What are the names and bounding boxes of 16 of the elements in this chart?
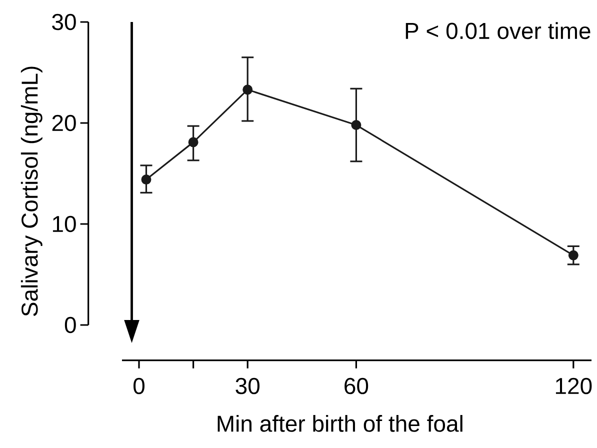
- annotation: P < 0.01 over time: [406, 22, 590, 40]
- point: [568, 250, 578, 260]
- point: [141, 174, 152, 185]
- x-tick-label: 30: [236, 378, 260, 394]
- y-tick-label: 20: [52, 114, 76, 132]
- x-tick-label: 120: [556, 378, 592, 394]
- point: [242, 84, 253, 95]
- x-tick-label: 60: [344, 378, 368, 394]
- point: [351, 120, 362, 130]
- y-axis-title: Salivary Cortisol (ng/mL): [20, 66, 42, 316]
- x-tick-label: 0: [134, 378, 144, 394]
- y-tick-label: 10: [52, 216, 76, 232]
- x-axis-title: Min after birth of the foal: [218, 414, 462, 432]
- y-tick-label: 30: [52, 14, 76, 30]
- y-tick-label: 0: [64, 316, 76, 334]
- point: [188, 137, 198, 148]
